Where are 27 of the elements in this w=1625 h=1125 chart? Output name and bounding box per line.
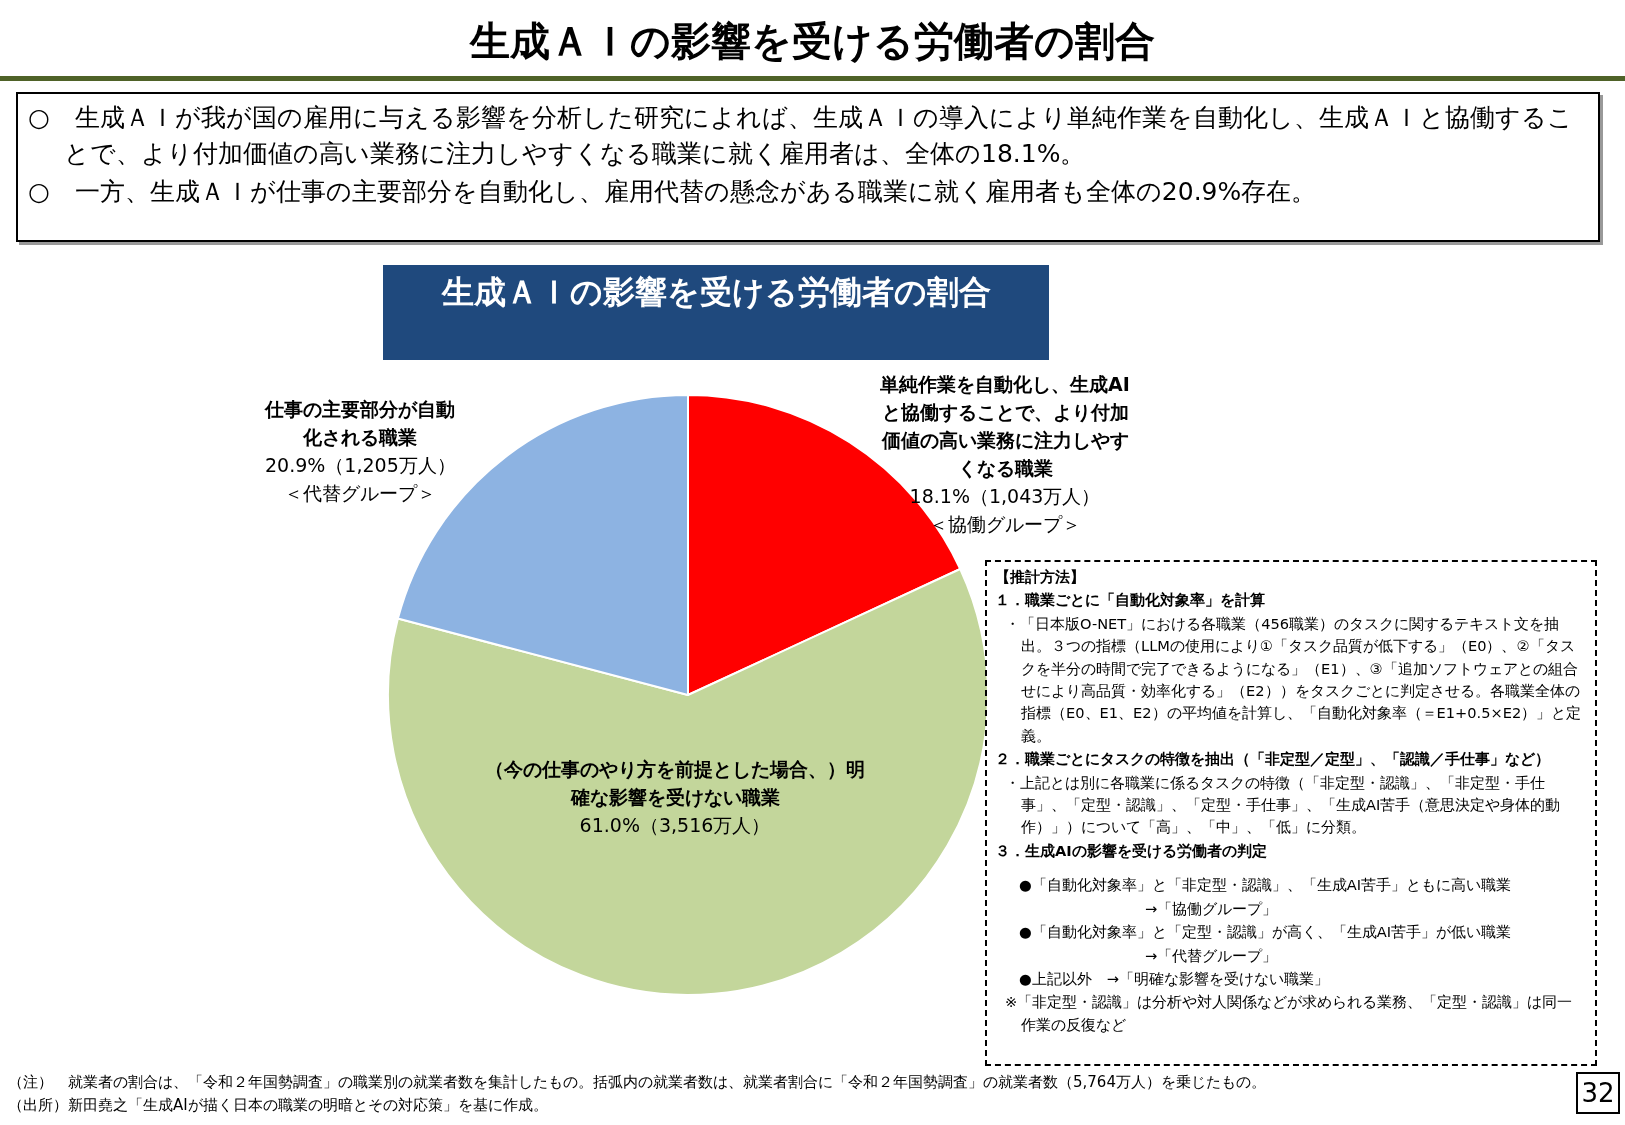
slice-label: 仕事の主要部分が自動化される職業 (265, 397, 455, 450)
text: ※「非定型・認識」は分析や対人関係などが求められる業務、「定型・認識」は同一作業の反復など (1004, 992, 1574, 1035)
chart-title: 生成ＡＩの影響を受ける労働者の割合 (468, 17, 1156, 66)
text: ３．生成AIの影響を受ける労働者の判定 (995, 840, 1268, 861)
text: 32 (1576, 1072, 1620, 1114)
text: （注） 就業者の割合は、「令和２年国勢調査」の職業別の就業者数を集計したもの。括弧内の就業者数は、就業者割合に「令和２年国勢調査」の就業者数（5,764万人）を乗じたもの。 (8, 1073, 1266, 1092)
text: １．職業ごとに「自動化対象率」を計算 (995, 590, 1266, 611)
text: （出所）新田堯之「生成AIが描く日本の職業の明暗とその対応策」を基に作成。 (8, 1096, 548, 1115)
text: ＜代替グループ＞ (283, 481, 437, 506)
data-label: 18.1%（1,043万人） (908, 484, 1102, 509)
text: ○ 生成ＡＩが我が国の雇用に与える影響を分析した研究によれば、生成ＡＩの導入により単純作業を自動化し、生成ＡＩと協働することで、より付加価値の高い業務に注力しやすくなる職業に就く雇用者は、全体の18.1%。 (28, 102, 1574, 170)
data-label: 61.0%（3,516万人） (578, 813, 772, 838)
text: ２．職業ごとにタスクの特徴を抽出（「非定型／定型」、「認識／手仕事」など） (995, 749, 1551, 770)
slice-label: 単純作業を自動化し、生成AIと協働することで、より付加価値の高い業務に注力しやすくなる職業 (880, 372, 1130, 481)
text: ●上記以外 →「明確な影響を受けない職業」 (1018, 968, 1330, 989)
data-label: 20.9%（1,205万人） (265, 453, 456, 478)
chart-subtitle: 生成ＡＩの影響を受ける労働者の割合 (440, 272, 992, 313)
slice-label: （今の仕事のやり方を前提とした場合、）明確な影響を受けない職業 (484, 757, 866, 810)
text: ●「自動化対象率」と「非定型・認識」、「生成AI苦手」ともに高い職業 (1018, 875, 1513, 896)
text: →「協働グループ」 (1144, 898, 1279, 919)
text: ●「自動化対象率」と「定型・認識」が高く、「生成AI苦手」が低い職業 (1018, 922, 1513, 943)
text: →「代替グループ」 (1144, 945, 1279, 966)
text: 【推計方法】 (995, 567, 1086, 587)
text: ・「日本版O-NET」における各職業（456職業）のタスクに関するテキスト文を抽出。３つの指標（LLMの使用により①「タスク品質が低下する」（E0）、②「タスクを半分の時間で完了できるようになる」（E1）、③「追加ソフトウェアとの組合せにより高品質・効率化する」（E2））をタスクごとに判定させる。各職業全体の指標（E0、E1、E2）の平均値を計算し、「自動化対象率（＝E1+0.5×E2）」と定義。 (1004, 613, 1583, 746)
text: ○ 一方、生成ＡＩが仕事の主要部分を自動化し、雇用代替の懸念がある職業に就く雇用者も全体の20.9%存在。 (28, 176, 1318, 208)
text: ・上記とは別に各職業に係るタスクの特徴（「非定型・認識」、「非定型・手仕事」、「定型・認識」、「定型・手仕事」、「生成AI苦手（意思決定や身体的動作）」）について「高」、「中」、「低」に分類。 (1004, 772, 1562, 838)
text: ＜協働グループ＞ (928, 512, 1082, 537)
